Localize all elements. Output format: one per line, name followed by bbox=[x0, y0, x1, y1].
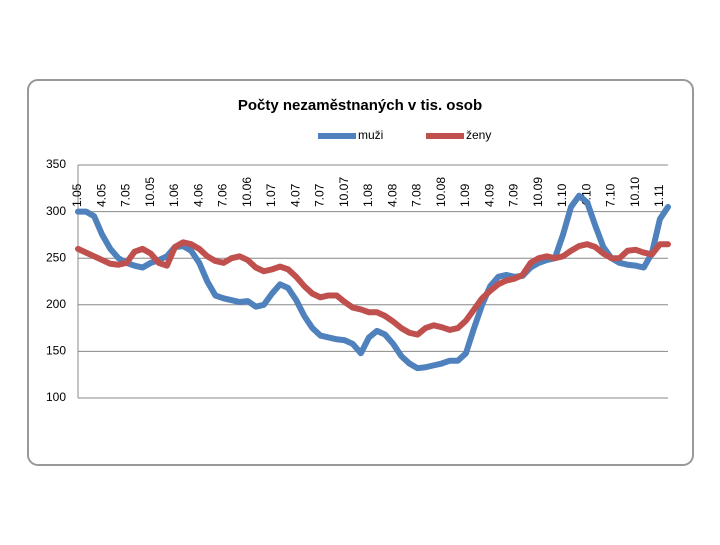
x-tick-label: 7.05 bbox=[119, 183, 133, 207]
x-tick-label: 7.09 bbox=[507, 183, 521, 207]
chart-frame bbox=[27, 79, 694, 466]
x-tick-label: 4.08 bbox=[385, 183, 399, 207]
legend-label: muži bbox=[358, 128, 383, 142]
x-tick-label: 4.09 bbox=[482, 183, 496, 207]
x-tick-label: 1.09 bbox=[458, 183, 472, 207]
x-tick-label: 1.05 bbox=[70, 183, 84, 207]
x-tick-label: 1.07 bbox=[264, 183, 278, 207]
x-tick-label: 1.08 bbox=[361, 183, 375, 207]
x-tick-label: 10.05 bbox=[143, 177, 157, 207]
y-tick-label: 300 bbox=[46, 204, 66, 218]
x-tick-label: 4.07 bbox=[288, 183, 302, 207]
x-tick-label: 10.09 bbox=[531, 177, 545, 207]
y-tick-label: 100 bbox=[46, 390, 66, 404]
x-tick-label: 4.05 bbox=[94, 183, 108, 207]
x-tick-label: 10.10 bbox=[628, 177, 642, 207]
x-tick-label: 4.06 bbox=[191, 183, 205, 207]
y-tick-label: 250 bbox=[46, 250, 66, 264]
chart-title: Počty nezaměstnaných v tis. osob bbox=[238, 97, 482, 114]
y-tick-label: 350 bbox=[46, 157, 66, 171]
x-tick-label: 10.06 bbox=[240, 177, 254, 207]
x-tick-label: 7.10 bbox=[604, 183, 618, 207]
x-tick-label: 1.11 bbox=[652, 184, 666, 207]
x-tick-label: 1.06 bbox=[167, 183, 181, 207]
y-tick-label: 200 bbox=[46, 297, 66, 311]
legend-label: ženy bbox=[466, 128, 491, 142]
x-tick-label: 7.06 bbox=[216, 183, 230, 207]
x-tick-label: 7.08 bbox=[410, 183, 424, 207]
x-tick-label: 10.07 bbox=[337, 177, 351, 207]
x-tick-label: 7.07 bbox=[313, 183, 327, 207]
y-tick-label: 150 bbox=[46, 344, 66, 358]
x-tick-label: 10.08 bbox=[434, 177, 448, 207]
x-tick-label: 1.10 bbox=[555, 183, 569, 207]
line-series bbox=[75, 239, 671, 338]
